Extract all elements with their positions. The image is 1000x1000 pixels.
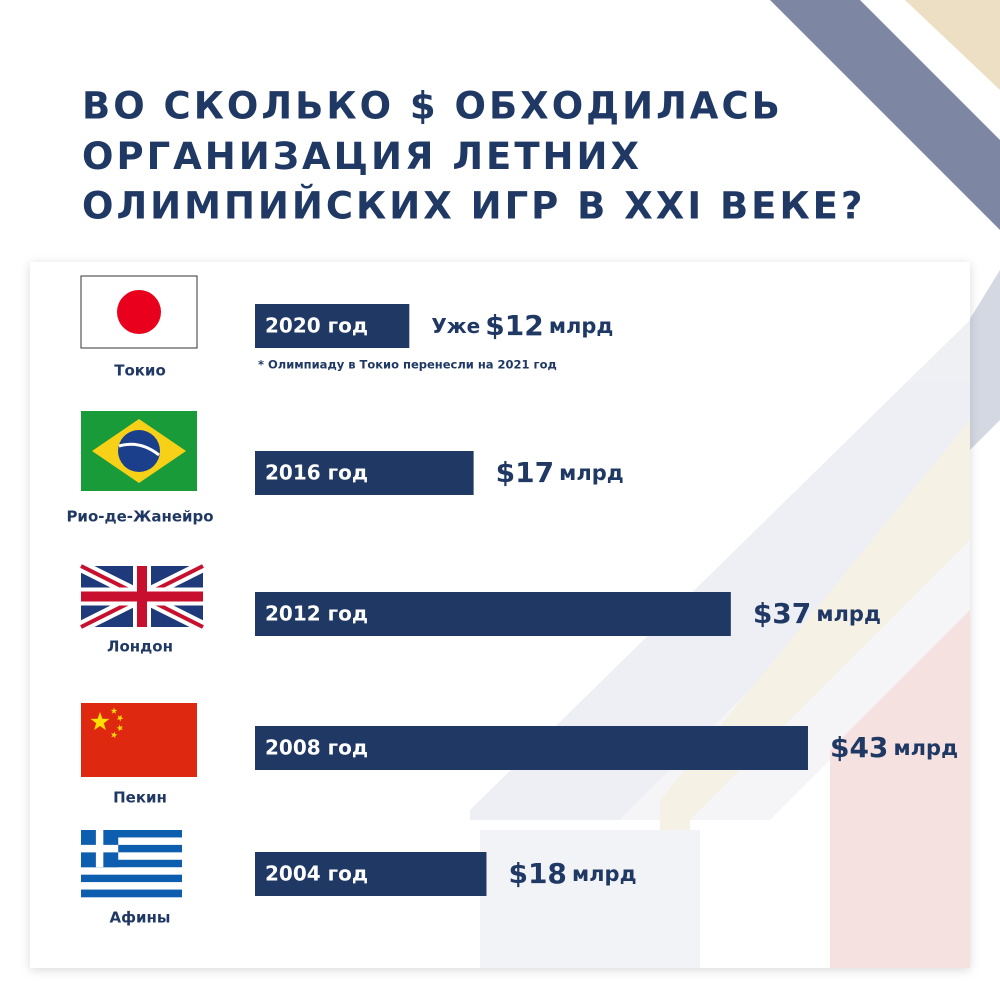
value-text: Уже $12 млрд <box>431 309 613 342</box>
flag-stripe <box>81 889 182 898</box>
value-text: $17 млрд <box>496 456 624 489</box>
city-label: Токио <box>114 362 166 380</box>
flag-stripe <box>81 874 182 883</box>
footnote: * Олимпиаду в Токио перенесли на 2021 го… <box>258 358 557 372</box>
bar <box>255 726 808 770</box>
bar <box>255 304 410 348</box>
flag-stripe <box>81 859 182 868</box>
category-label: 2004 год <box>265 862 368 886</box>
value-label: $37 <box>753 597 811 630</box>
flag-star <box>116 724 123 732</box>
flag-globe <box>118 430 160 472</box>
unit-label: млрд <box>816 602 881 626</box>
value-text: $37 млрд <box>753 597 881 630</box>
title-line: ОЛИМПИЙСКИХ ИГР В XXI ВЕКЕ? <box>82 184 865 228</box>
category-label: 2020 год <box>265 314 368 338</box>
unit-label: млрд <box>894 736 959 760</box>
value-label: $18 <box>508 857 566 890</box>
flag-stripe <box>81 867 182 875</box>
value-label: $12 <box>485 309 543 342</box>
flag-stripe <box>81 830 182 838</box>
unit-label: млрд <box>549 314 614 338</box>
city-label: Рио-де-Жанейро <box>66 508 213 526</box>
value-label: $43 <box>830 731 888 764</box>
city-label: Лондон <box>107 638 173 656</box>
city-label: Афины <box>110 909 171 927</box>
unit-label: млрд <box>559 461 624 485</box>
flag <box>78 560 206 633</box>
row: Токио 2020 год Уже $12 млрд <box>80 275 613 380</box>
row: Лондон 2012 год $37 млрд <box>78 560 881 656</box>
flag-star <box>116 714 124 722</box>
bar <box>255 451 474 495</box>
card-shapes <box>470 320 970 968</box>
flag <box>81 411 197 491</box>
value-label: $17 <box>496 456 554 489</box>
flag-stripe <box>81 882 182 890</box>
title-part: ОРГАНИЗАЦИЯ <box>82 135 436 178</box>
title-emphasis: ЛЕТНИХ <box>452 135 642 178</box>
category-label: 2008 год <box>265 736 368 760</box>
unit-label: млрд <box>572 862 637 886</box>
title-line: ВО СКОЛЬКО $ ОБХОДИЛАСЬ <box>82 85 783 128</box>
title-line: ОРГАНИЗАЦИЯ ЛЕТНИХ <box>82 135 642 178</box>
flag-star <box>90 712 110 731</box>
flag-canton-cross <box>81 830 119 868</box>
flag-star <box>110 707 118 714</box>
city-label: Пекин <box>113 789 167 807</box>
flag-stripe <box>81 837 182 846</box>
bar <box>255 592 731 636</box>
flag <box>80 275 198 349</box>
category-label: 2016 год <box>265 461 368 485</box>
value-text: $18 млрд <box>508 857 636 890</box>
flag <box>81 703 197 777</box>
flag-cross-red <box>81 566 203 627</box>
value-prefix: Уже <box>431 314 480 338</box>
category-label: 2012 год <box>265 602 368 626</box>
row: Пекин 2008 год $43 млрд <box>81 703 958 807</box>
flag-band <box>118 442 160 457</box>
row: Рио-де-Жанейро 2016 год $17 млрд <box>66 411 624 526</box>
flag-stripe <box>81 844 182 853</box>
value-text: $43 млрд <box>830 731 958 764</box>
bar <box>255 852 487 896</box>
flag-stripe <box>81 852 182 861</box>
row: Афины 2004 год $18 млрд <box>81 830 637 927</box>
flag-star <box>111 731 118 739</box>
flag-field <box>81 703 197 777</box>
flag <box>81 830 182 898</box>
flag-sun <box>117 290 161 334</box>
